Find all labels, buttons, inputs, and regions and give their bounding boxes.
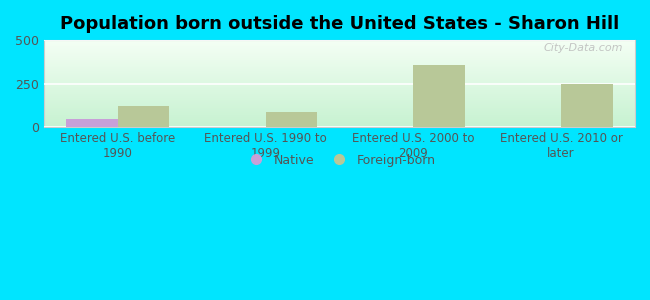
Bar — [266, 112, 317, 127]
Bar — [66, 118, 118, 127]
Legend: Native, Foreign-born: Native, Foreign-born — [239, 148, 441, 172]
Bar — [413, 64, 465, 127]
Bar — [561, 84, 613, 127]
Bar — [118, 106, 170, 127]
Title: Population born outside the United States - Sharon Hill: Population born outside the United State… — [60, 15, 619, 33]
Text: City-Data.com: City-Data.com — [543, 43, 623, 53]
